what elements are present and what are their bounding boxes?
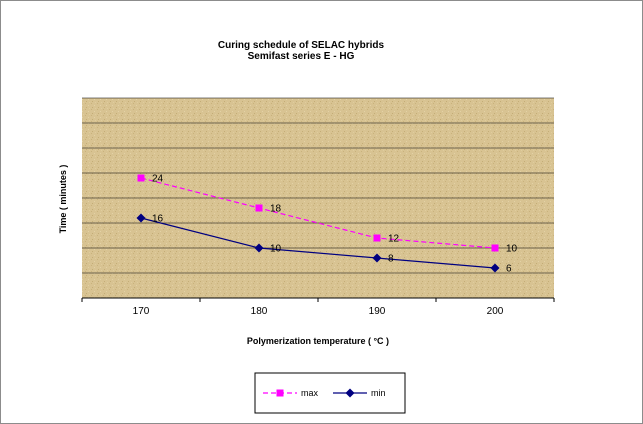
series-min: 16 10 8 6 [136, 213, 512, 275]
chart-subtitle: Semifast series E - HG [248, 51, 355, 62]
legend-item-max: max [263, 388, 319, 398]
x-tick-label: 190 [369, 306, 386, 317]
data-point-max [491, 244, 499, 252]
x-ticks: 170 180 190 200 [81, 298, 555, 317]
data-label-min: 16 [152, 214, 164, 225]
x-tick-label: 170 [133, 306, 150, 317]
data-label-min: 6 [506, 264, 512, 275]
chart-title: Curing schedule of SELAC hybrids [218, 40, 385, 51]
series-layer: 24 18 12 10 16 10 8 6 [136, 174, 518, 275]
data-point-min [136, 213, 146, 223]
legend-label: min [371, 388, 386, 398]
x-tick-label: 180 [251, 306, 268, 317]
series-line-max [140, 177, 496, 249]
legend-items: max min [263, 388, 386, 398]
x-axis-label: Polymerization temperature ( °C ) [247, 336, 389, 346]
data-point-max [255, 204, 263, 212]
legend-marker [276, 389, 284, 397]
x-tick-label: 200 [487, 306, 504, 317]
data-label-max: 18 [270, 204, 282, 215]
data-label-max: 10 [506, 244, 518, 255]
data-label-min: 8 [388, 254, 394, 265]
legend-item-min: min [333, 388, 386, 398]
data-point-max [137, 174, 145, 182]
data-label-min: 10 [270, 244, 282, 255]
data-label-max: 12 [388, 234, 400, 245]
series-line-min [140, 217, 496, 269]
data-point-min [372, 253, 382, 263]
y-axis-label: Time ( minutes ) [58, 165, 68, 234]
series-max: 24 18 12 10 [137, 174, 518, 255]
data-point-max [373, 234, 381, 242]
legend-label: max [301, 388, 319, 398]
legend-marker [345, 388, 355, 398]
data-label-max: 24 [152, 174, 164, 185]
data-point-min [254, 243, 264, 253]
data-point-min [490, 263, 500, 273]
